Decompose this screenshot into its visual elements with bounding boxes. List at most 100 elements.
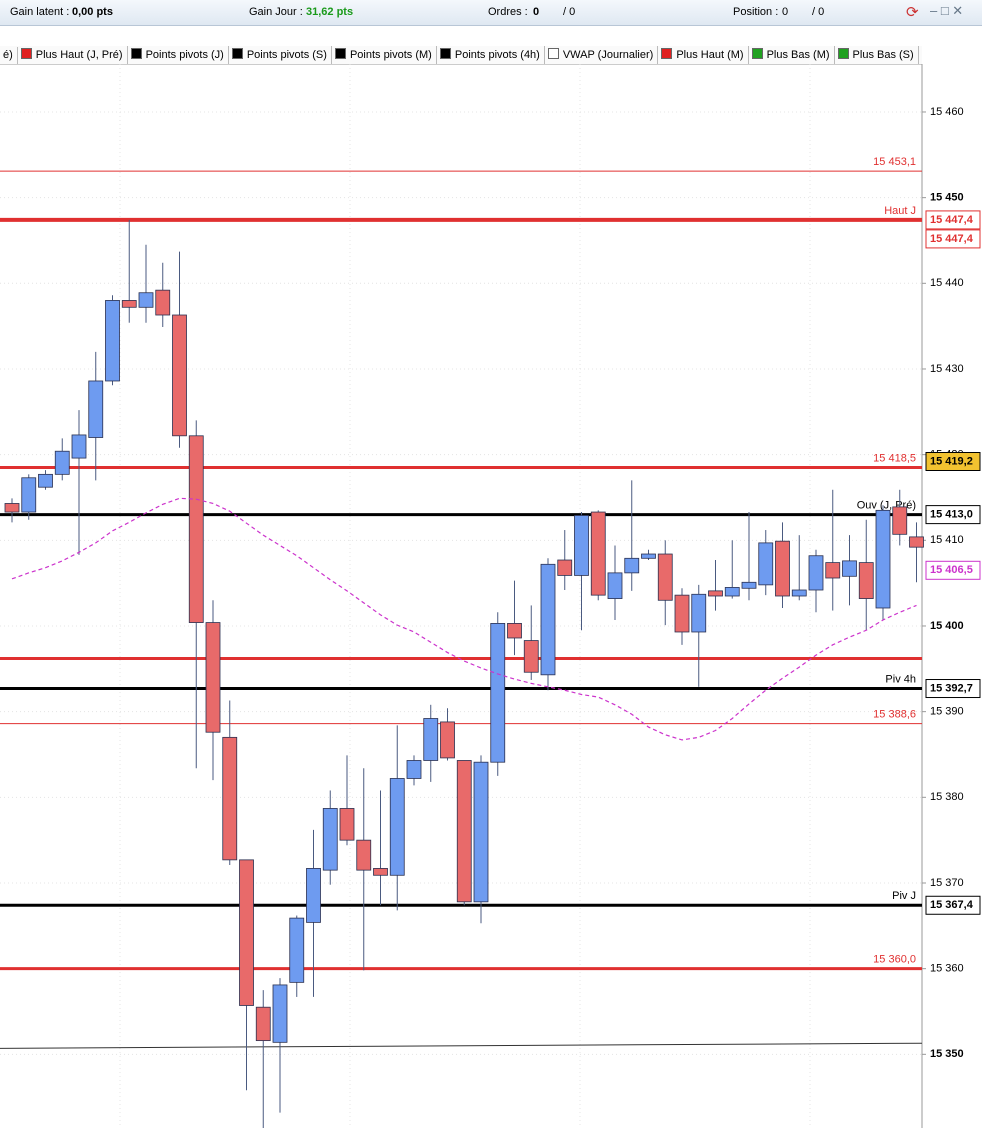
candle-body — [322, 808, 338, 871]
price-box-label: 15 367,4 — [930, 899, 974, 911]
candle-body — [138, 292, 154, 308]
legend-tab[interactable]: VWAP (Journalier) — [545, 46, 659, 64]
candle-body — [456, 760, 472, 903]
legend-label: Points pivots (M) — [349, 49, 432, 61]
legend-tab[interactable]: Plus Bas (M) — [749, 46, 835, 64]
candle-body — [473, 761, 489, 903]
level-tag: Haut J — [884, 205, 916, 217]
candle-body — [205, 622, 221, 733]
legend-tab[interactable]: Points pivots (S) — [229, 46, 332, 64]
legend-label: Plus Bas (M) — [766, 49, 830, 61]
label: Gain Jour : — [249, 6, 303, 18]
candle-body — [71, 434, 87, 459]
candle-body — [507, 623, 522, 639]
legend-label: Plus Haut (J, Pré) — [35, 49, 123, 61]
value: 0,00 pts — [72, 6, 113, 18]
legend-tab[interactable]: Plus Haut (J, Pré) — [18, 46, 128, 64]
candle-body — [222, 736, 238, 861]
candle-body — [188, 435, 204, 623]
price-box-label: 15 447,4 — [930, 233, 974, 245]
legend-label: é) — [3, 49, 13, 61]
legend-label: Plus Bas (S) — [852, 49, 914, 61]
candle-body — [909, 536, 924, 548]
candle-body — [255, 1006, 271, 1042]
label: Position : — [733, 6, 779, 18]
legend-swatch — [439, 48, 451, 59]
candle-body — [691, 593, 707, 633]
price-box: 15 447,4 — [925, 229, 981, 249]
candle-body — [875, 509, 891, 609]
candle-body — [775, 540, 790, 597]
legend-swatch — [837, 48, 849, 59]
candle-body — [791, 589, 807, 597]
legend-label: Plus Haut (M) — [676, 49, 744, 61]
level-tag: 15 453,1 — [873, 156, 916, 168]
trendline — [0, 1042, 923, 1049]
legend-tab[interactable]: Plus Ba — [919, 46, 922, 64]
price-box-bg — [925, 210, 981, 230]
price-box-bg — [925, 560, 981, 580]
legend-tab[interactable]: Points pivots (M) — [332, 46, 437, 64]
y-tick-label: 15 410 — [930, 534, 964, 546]
candle-body — [356, 839, 372, 871]
legend-tab[interactable]: Plus Bas (S) — [835, 46, 919, 64]
legend-tab[interactable]: Plus Haut (M) — [658, 46, 749, 64]
value: 0 — [782, 6, 789, 18]
legend-label: Points pivots (S) — [246, 49, 327, 61]
legend-swatch — [334, 48, 346, 59]
legend-label: Points pivots (4h) — [454, 49, 540, 61]
candle-body — [423, 718, 439, 761]
price-box-label: 15 447,4 — [930, 214, 974, 226]
candle-body — [373, 868, 388, 876]
candle-body — [842, 560, 857, 577]
price-box: 15 406,5 — [925, 560, 981, 580]
candle-body — [54, 450, 70, 475]
candle-body — [440, 721, 455, 759]
value: 31,62 pts — [306, 6, 354, 18]
legend-swatch — [20, 48, 32, 59]
y-tick-label: 15 350 — [930, 1048, 964, 1060]
y-tick-label: 15 400 — [930, 620, 964, 632]
candle-body — [657, 553, 673, 601]
legend-tab[interactable]: Points pivots (4h) — [437, 46, 545, 64]
legend-tab[interactable]: é) — [0, 47, 18, 64]
legend-swatch — [130, 48, 142, 59]
value: / 0 — [812, 6, 825, 18]
level-tag: 15 418,5 — [873, 452, 916, 464]
value: 0 — [533, 6, 540, 18]
price-box-label: 15 406,5 — [930, 564, 973, 576]
candle-body — [239, 859, 254, 1006]
y-tick-label: 15 460 — [930, 106, 964, 118]
candle-body — [574, 515, 589, 576]
level-tag: Piv J — [892, 890, 916, 902]
legend-label: VWAP (Journalier) — [562, 49, 654, 61]
price-box-label: 15 392,7 — [930, 682, 973, 694]
candle-body — [858, 562, 874, 599]
refresh-button[interactable]: ⟳ — [906, 4, 919, 21]
candle-body — [708, 590, 723, 597]
candle-body — [607, 572, 623, 599]
price-box: 15 447,4 — [925, 210, 981, 230]
price-box-bg — [925, 679, 981, 699]
y-tick-label: 15 450 — [930, 192, 964, 204]
candle-body — [339, 808, 355, 841]
y-tick-label: 15 370 — [930, 877, 964, 889]
price-box: 15 367,4 — [925, 895, 981, 915]
price-box-bg — [925, 452, 981, 472]
price-box: 15 392,7 — [925, 679, 981, 699]
window-controls[interactable]: ‒ □ ✕ — [930, 3, 964, 18]
candle-body — [121, 300, 137, 308]
legend-swatch — [231, 48, 243, 59]
y-tick-label: 15 360 — [930, 963, 964, 975]
candle-body — [523, 640, 539, 673]
price-box-label: 15 419,2 — [930, 455, 973, 467]
candle-body — [490, 623, 506, 763]
price-box: 15 419,2 — [925, 452, 981, 472]
candle-body — [674, 594, 690, 633]
legend-tab[interactable]: Points pivots (J) — [128, 46, 229, 64]
price-box-label: 15 413,0 — [930, 509, 973, 521]
vwap-line — [11, 497, 917, 741]
legend-swatch — [547, 48, 559, 59]
candle-body — [172, 314, 187, 437]
candle-body — [105, 300, 120, 382]
